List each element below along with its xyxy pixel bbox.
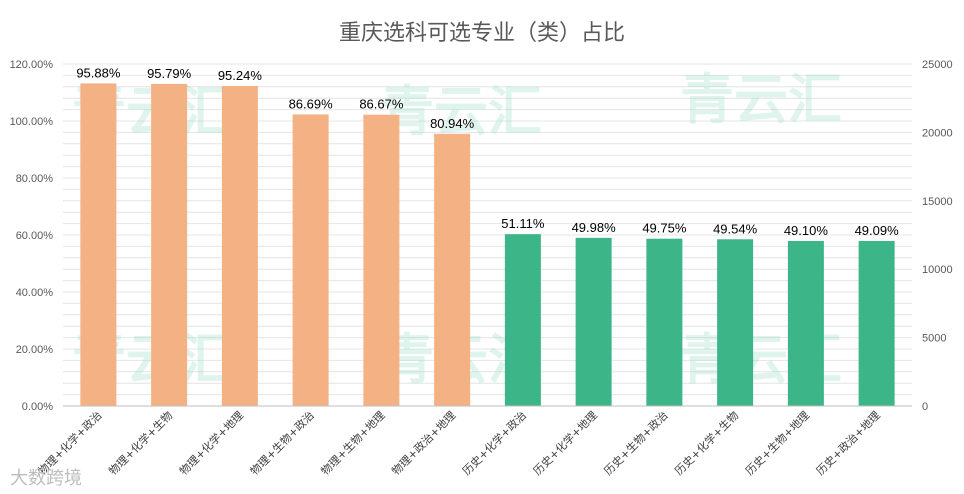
data-label: 95.24% [218, 68, 263, 83]
chart-title: 重庆选科可选专业（类）占比 [339, 21, 625, 46]
y2-tick-label: 5000 [922, 333, 946, 345]
y-tick-label: 100.00% [10, 116, 54, 128]
category-label: 历史+生物+地理 [742, 408, 812, 478]
bar [717, 239, 754, 406]
category-label: 物理+化学+生物 [106, 408, 176, 478]
data-label: 49.75% [642, 221, 687, 236]
y2-axis-ticks: 0 5000 10000 15000 20000 25000 [922, 59, 953, 413]
corner-logo: 大数跨境 [10, 468, 82, 489]
bars [80, 83, 895, 406]
y2-tick-label: 15000 [922, 196, 953, 208]
category-label: 历史+化学+生物 [672, 408, 742, 478]
y-tick-label: 20.00% [16, 344, 54, 356]
bar [504, 234, 541, 406]
y-axis-ticks: 0.00% 20.00% 40.00% 60.00% 80.00% 100.00% 120.… [10, 59, 54, 413]
y-tick-label: 60.00% [16, 230, 54, 242]
bar [221, 85, 258, 406]
data-label: 51.11% [501, 216, 545, 231]
bar [151, 83, 188, 406]
data-label: 80.94% [430, 116, 475, 131]
y-tick-label: 80.00% [16, 173, 54, 185]
x-axis-categories: 物理+化学+政治 物理+化学+生物 物理+化学+地理 物理+生物+政治 物理+生物+地理… [35, 408, 883, 478]
bar [363, 114, 400, 406]
bar [292, 114, 329, 406]
y2-tick-label: 0 [922, 401, 928, 413]
data-label: 49.10% [784, 223, 829, 238]
data-label: 95.79% [147, 66, 192, 81]
data-label: 86.69% [289, 96, 334, 111]
y-tick-label: 40.00% [16, 287, 54, 299]
data-label: 49.54% [713, 221, 758, 236]
category-label: 历史+化学+地理 [530, 408, 600, 478]
bar [787, 240, 824, 406]
category-label: 物理+政治+地理 [389, 408, 459, 478]
bar [858, 240, 895, 406]
bar [80, 83, 117, 406]
y-tick-label: 120.00% [10, 59, 54, 71]
data-label: 49.09% [855, 223, 900, 238]
watermark-text: 青云汇 [680, 68, 842, 131]
y-tick-label: 0.00% [22, 401, 53, 413]
bar [434, 133, 471, 406]
category-label: 历史+政治+地理 [813, 408, 883, 478]
data-label: 49.98% [572, 220, 617, 235]
category-label: 历史+化学+政治 [459, 408, 529, 478]
y2-tick-label: 20000 [922, 127, 953, 139]
watermark-text: 青云汇 [380, 80, 542, 143]
data-labels: 95.88% 95.79% 95.24% 86.69% 86.67% 80.94% 51.1… [76, 65, 899, 238]
bar [575, 237, 612, 406]
category-label: 物理+生物+地理 [318, 408, 388, 478]
data-label: 95.88% [76, 65, 121, 80]
bar [646, 238, 683, 406]
category-label: 物理+化学+地理 [176, 408, 246, 478]
data-label: 86.67% [359, 97, 404, 112]
y2-tick-label: 25000 [922, 59, 953, 71]
y2-tick-label: 10000 [922, 264, 953, 276]
category-label: 历史+生物+政治 [601, 408, 671, 478]
gridlines [63, 63, 912, 407]
category-label: 物理+生物+政治 [247, 408, 317, 478]
